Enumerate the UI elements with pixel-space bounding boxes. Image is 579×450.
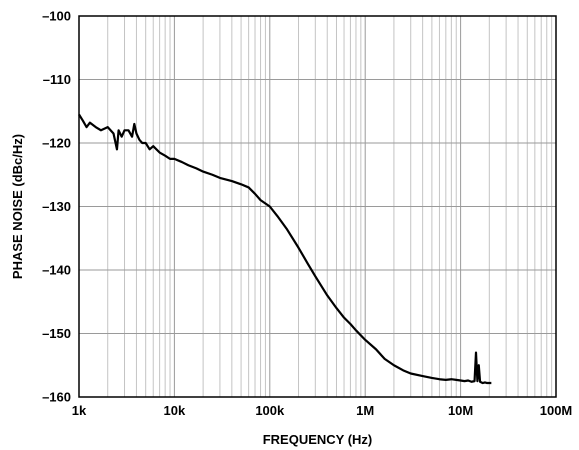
plot-frame [78, 15, 557, 398]
y-tick-label: –100 [42, 9, 71, 24]
x-tick-label: 1M [356, 403, 374, 418]
y-axis-label: PHASE NOISE (dBc/Hz) [10, 134, 25, 279]
y-tick-labels: –100 –110 –120 –130 –140 –150 –160 [42, 9, 71, 405]
y-tick-label: –120 [42, 136, 71, 151]
grid [79, 16, 556, 397]
y-tick-label: –110 [43, 72, 71, 87]
y-tick-label: –140 [42, 263, 71, 278]
x-tick-label: 100M [540, 403, 573, 418]
y-tick-label: –150 [42, 326, 71, 341]
series-line [78, 113, 492, 385]
x-tick-labels: 1k 10k 100k 1M 10M 100M [72, 403, 573, 418]
x-tick-label: 10M [448, 403, 473, 418]
x-axis-label: FREQUENCY (Hz) [263, 432, 373, 447]
x-tick-label: 1k [72, 403, 87, 418]
x-tick-label: 100k [255, 403, 285, 418]
y-tick-label: –130 [42, 199, 71, 214]
x-tick-label: 10k [164, 403, 186, 418]
y-tick-label: –160 [42, 390, 71, 405]
